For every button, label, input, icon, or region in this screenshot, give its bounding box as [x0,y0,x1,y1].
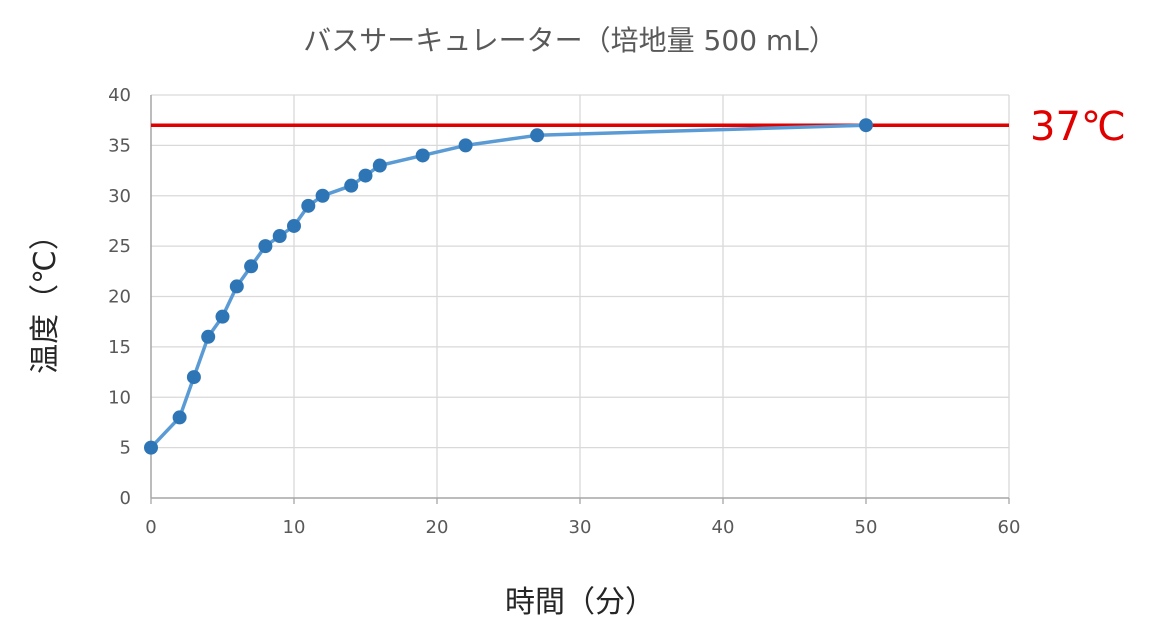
data-point [859,118,873,133]
data-point [244,259,259,274]
data-point [415,148,430,163]
reference-line-label: 37℃ [1030,104,1126,150]
data-point [344,178,359,193]
x-tick-label: 0 [145,517,156,538]
x-tick-label: 40 [712,517,735,538]
data-point [315,188,330,203]
y-tick-label: 30 [108,186,131,207]
data-point [144,440,158,455]
x-tick-label: 60 [998,517,1021,538]
data-point [229,279,244,294]
data-point [458,138,473,153]
y-tick-labels: 0 5 10 15 20 25 30 35 40 [108,85,131,509]
data-point [258,239,273,254]
data-point [530,128,545,143]
x-tick-label: 30 [569,517,592,538]
reference-line-group: 37℃ [151,104,1126,150]
y-tick-label: 20 [108,287,131,308]
x-tick-label: 20 [426,517,449,538]
y-tick-label: 25 [108,236,131,257]
y-tick-label: 15 [108,337,131,358]
chart-title: バスサーキュレーター（培地量 500 mL） [303,24,837,57]
y-tick-label: 0 [120,488,131,509]
y-tick-label: 5 [120,438,131,459]
x-axis-title: 時間（分） [505,585,655,620]
y-tick-label: 35 [108,135,131,156]
x-tick-label: 10 [283,517,306,538]
axes [150,95,1010,504]
series-group [144,118,873,455]
y-tick-label: 10 [108,387,131,408]
x-tick-labels: 0 10 20 30 40 50 60 [145,517,1020,538]
data-point [372,158,387,173]
x-tick-label: 50 [855,517,878,538]
data-point [287,218,301,233]
data-point [201,329,216,344]
data-point [301,198,316,213]
grid [151,94,1010,498]
data-point [186,370,201,385]
data-point [215,309,230,324]
series-line [149,123,867,449]
data-point [172,410,187,425]
data-point [358,168,373,183]
data-point [272,229,287,244]
y-tick-label: 40 [108,85,131,106]
y-axis-title: 温度（℃） [28,220,63,374]
